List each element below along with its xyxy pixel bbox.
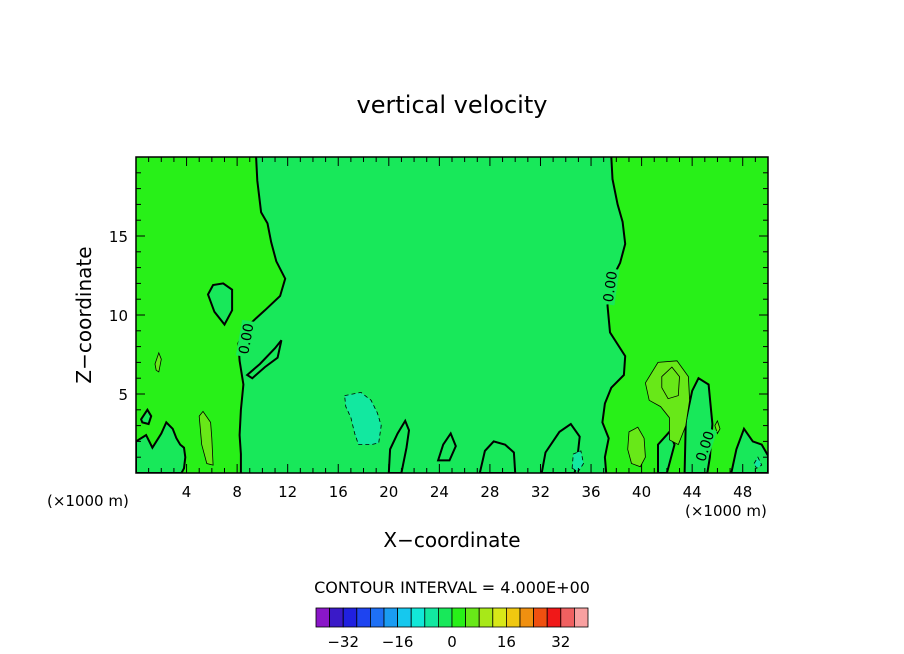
- zero-contour-patch-1: [245, 339, 283, 380]
- x-tick-label-44: 44: [683, 483, 702, 501]
- colorbar-swatch-15: [519, 607, 535, 628]
- zero-contour-patch-5: [436, 431, 457, 462]
- contour-label-bg-2: [692, 426, 718, 466]
- contour-4-patch-2: [198, 410, 214, 466]
- colorbar-swatch-10: [451, 607, 467, 628]
- contour-neg4-patch-1: [571, 450, 584, 472]
- zero-contour-patch-0: [206, 282, 234, 327]
- y-tick-label-15: 15: [109, 228, 128, 246]
- zero-contour-patch-4: [387, 418, 411, 473]
- colorbar-tick-label-3: 16: [497, 633, 516, 651]
- contour-neg4-patch-0: [344, 391, 382, 446]
- x-axis: 4 8 12 16 20 24 28 32 36 40 44 48: [148, 157, 756, 501]
- colorbar-swatch-7: [410, 607, 426, 628]
- x-tick-label-36: 36: [581, 483, 600, 501]
- zero-contour-patch-2: [139, 407, 153, 426]
- chart-title: vertical velocity: [357, 91, 548, 119]
- colorbar-tick-label-4: 32: [551, 633, 570, 651]
- colorbar-swatch-4: [369, 607, 385, 628]
- contour-neg4-patch-2: [753, 456, 763, 469]
- y-axis: 5 10 15: [109, 172, 768, 458]
- zero-contour-patch-3: [136, 420, 187, 473]
- x-tick-label-32: 32: [531, 483, 550, 501]
- x-tick-label-20: 20: [379, 483, 398, 501]
- x-tick-label-12: 12: [278, 483, 297, 501]
- x-tick-label-16: 16: [329, 483, 348, 501]
- x-tick-label-8: 8: [232, 483, 242, 501]
- y-tick-label-5: 5: [118, 386, 128, 404]
- colorbar-swatch-6: [397, 607, 412, 628]
- contour-interval-label: CONTOUR INTERVAL = 4.000E+00: [314, 578, 590, 597]
- colorbar-swatch-2: [342, 607, 358, 628]
- zero-contour-patch-6: [478, 440, 517, 473]
- colorbar-swatch-5: [383, 607, 399, 628]
- colorbar-swatch-18: [560, 607, 575, 628]
- colorbar-swatch-19: [574, 607, 589, 628]
- zero-contour-right: [601, 157, 627, 473]
- y-axis-label: Z−coordinate: [72, 246, 96, 383]
- zero-contour-left: [237, 157, 287, 473]
- colorbar-swatch-9: [437, 607, 453, 628]
- zero-contour-patch-7: [540, 422, 581, 473]
- contour-4-patch-4: [154, 351, 162, 373]
- field-negative-band: [238, 157, 626, 473]
- y-tick-label-10: 10: [109, 307, 128, 325]
- colorbar-tick-label-1: −16: [382, 633, 414, 651]
- x-tick-label-24: 24: [430, 483, 449, 501]
- x-tick-label-4: 4: [182, 483, 192, 501]
- x-tick-label-28: 28: [480, 483, 499, 501]
- contour-label-bg-1: [600, 267, 620, 306]
- contour-label-bg-0: [235, 319, 256, 358]
- x-axis-label: X−coordinate: [383, 528, 520, 552]
- colorbar-swatch-12: [478, 607, 494, 628]
- colorbar-swatch-16: [533, 607, 548, 628]
- colorbar-swatch-0: [315, 607, 331, 628]
- contour-label-1: 0.00: [601, 270, 621, 303]
- contour-4-patch-3: [627, 426, 646, 468]
- colorbar-swatch-8: [424, 607, 439, 628]
- contour-field: 0.000.000.00: [136, 157, 768, 473]
- plot-area: 0.000.000.00: [135, 156, 769, 474]
- contour-label-0: 0.00: [236, 322, 257, 355]
- colorbar-swatch-3: [356, 607, 371, 628]
- contour-4-patch-5: [714, 419, 721, 435]
- colorbar: −32 −16 0 16 32: [315, 607, 589, 651]
- contour-4-patch-1: [661, 366, 680, 400]
- colorbar-swatch-11: [465, 607, 480, 628]
- colorbar-swatch-13: [492, 607, 507, 628]
- colorbar-tick-label-0: −32: [327, 633, 359, 651]
- x-unit-label-right: (×1000 m): [685, 502, 767, 520]
- colorbar-tick-label-2: 0: [447, 633, 457, 651]
- colorbar-swatch-17: [546, 607, 562, 628]
- x-tick-label-48: 48: [733, 483, 752, 501]
- x-tick-label-40: 40: [632, 483, 651, 501]
- colorbar-swatch-14: [505, 607, 521, 628]
- x-unit-label-left: (×1000 m): [47, 492, 129, 510]
- colorbar-swatch-1: [329, 607, 344, 628]
